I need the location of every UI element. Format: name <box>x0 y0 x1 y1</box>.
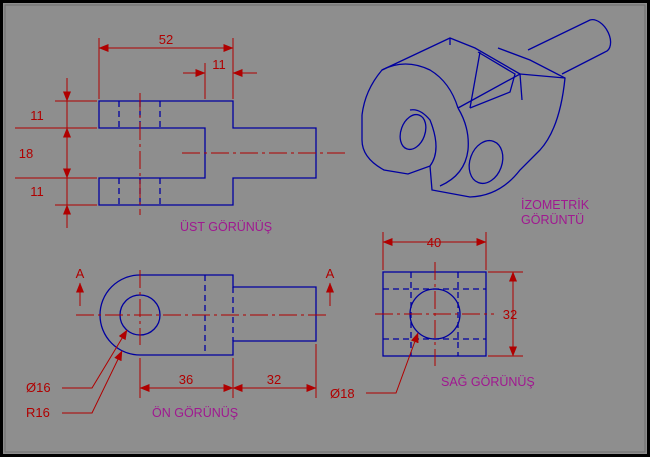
dim-side-width: 40 <box>427 235 441 250</box>
dim-top-mid: 18 <box>19 146 33 161</box>
dim-side-dia: Ø18 <box>330 386 355 401</box>
dim-top-width: 52 <box>159 32 173 47</box>
front-view-centerlines <box>76 270 330 345</box>
top-view-dimensions <box>15 38 257 228</box>
front-view-dimensions <box>62 329 317 414</box>
dim-front-shaft: 32 <box>267 372 281 387</box>
top-view-centerlines <box>139 93 345 215</box>
section-mark-right: A <box>326 266 335 281</box>
iso-back-arm <box>381 37 521 75</box>
title-iso-line2: GÖRÜNTÜ <box>521 213 584 227</box>
dim-top-upper: 11 <box>30 108 44 123</box>
iso-hole-back <box>399 113 427 151</box>
dim-side-height: 32 <box>503 307 517 322</box>
drawing-border <box>4 4 646 453</box>
iso-front-arm <box>361 47 566 198</box>
dim-radius: R16 <box>26 405 50 420</box>
section-marks <box>76 282 334 306</box>
dim-top-tab: 11 <box>212 57 226 72</box>
section-mark-left: A <box>76 266 85 281</box>
top-view-outline <box>98 100 317 206</box>
title-front-view: ÖN GÖRÜNÜŞ <box>152 406 238 420</box>
side-view-dimensions <box>366 232 523 394</box>
side-view-centerlines <box>375 262 494 366</box>
title-top-view: ÜST GÖRÜNÜŞ <box>180 220 272 234</box>
iso-hole-front <box>468 139 504 185</box>
dim-dia-hole: Ø16 <box>26 380 51 395</box>
front-view-outline <box>99 274 317 356</box>
title-side-view: SAĞ GÖRÜNÜŞ <box>441 374 535 389</box>
dim-top-lower: 11 <box>30 184 44 199</box>
title-iso-line1: İZOMETRİK <box>521 198 590 212</box>
isometric-view <box>361 18 612 198</box>
iso-shaft <box>527 18 612 75</box>
dim-front-body: 36 <box>179 372 193 387</box>
